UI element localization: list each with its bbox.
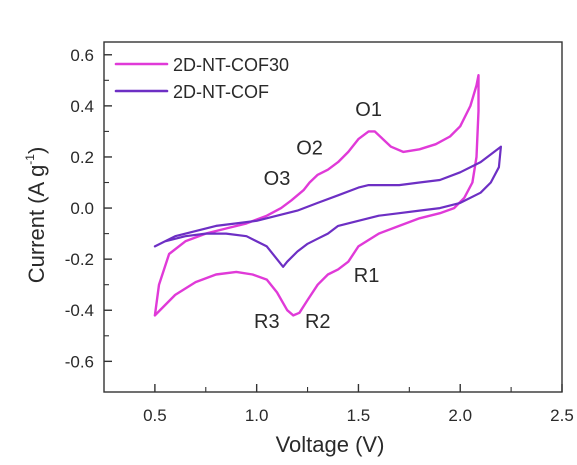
- legend-label: 2D-NT-COF30: [173, 55, 289, 75]
- y-axis-title: Current (A g-1): [23, 147, 49, 284]
- y-tick-label: 0.4: [70, 97, 94, 116]
- x-tick-label: 1.5: [347, 406, 371, 425]
- series-line-cof: [153, 145, 502, 268]
- x-tick-label: 0.5: [143, 406, 167, 425]
- peak-label: O3: [264, 168, 291, 190]
- y-axis-title-main: Current (A g: [24, 165, 49, 284]
- peak-label: R3: [254, 311, 280, 333]
- axis-ticks-group: 0.5 1.0 1.5 2.0 2.5 -0.6 -0.4 -0.2 0.0 0.2 0.4 0.6: [65, 46, 574, 425]
- legend-label: 2D-NT-COF: [173, 82, 269, 102]
- y-tick-label: -0.2: [65, 250, 94, 269]
- y-tick-label: 0.6: [70, 46, 94, 65]
- legend: 2D-NT-COF30 2D-NT-COF: [114, 55, 289, 102]
- x-tick-label: 2.5: [550, 406, 574, 425]
- x-tick-label: 2.0: [448, 406, 472, 425]
- peak-label: O2: [296, 137, 323, 159]
- x-tick-label: 1.0: [245, 406, 269, 425]
- y-tick-label: 0.2: [70, 148, 94, 167]
- plot-frame: [103, 41, 563, 393]
- y-axis-title-close: ): [24, 147, 49, 154]
- y-axis-title-sup: -1: [23, 154, 37, 165]
- y-tick-label: -0.4: [65, 301, 94, 320]
- series-line-cof30: [153, 74, 480, 317]
- y-tick-label: -0.6: [65, 352, 94, 371]
- peak-label: R1: [354, 265, 380, 287]
- y-tick-label: 0.0: [70, 199, 94, 218]
- series-layer: [153, 74, 502, 317]
- peak-label: R2: [305, 311, 331, 333]
- peak-label: O1: [355, 99, 382, 121]
- plot-frame-group: [103, 41, 563, 393]
- x-axis-title: Voltage (V): [276, 432, 385, 457]
